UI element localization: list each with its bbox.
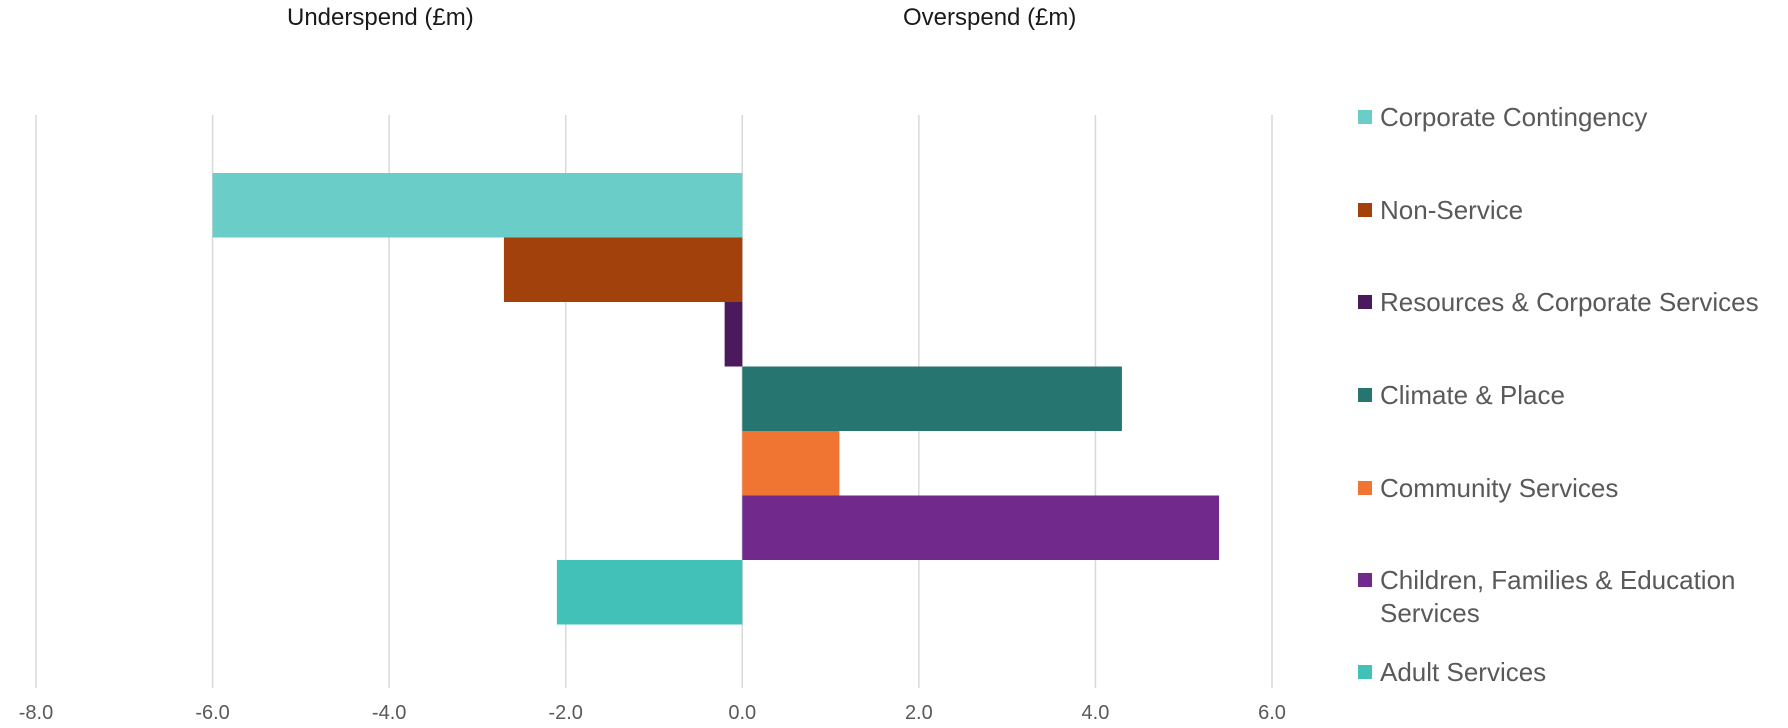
x-tick-label: -8.0 [19,702,53,724]
legend-swatch [1358,665,1372,679]
bar [724,302,743,367]
x-tick-label: 2.0 [905,702,933,724]
legend-item: Non-Service [1358,194,1785,227]
x-tick-label: -2.0 [548,702,582,724]
legend-swatch [1358,203,1372,217]
x-tick-label: 0.0 [728,702,756,724]
bar [742,495,1220,560]
legend-item: Resources & Corporate Services [1358,286,1785,319]
bar [212,173,743,238]
legend-label: Climate & Place [1380,380,1565,410]
legend: Corporate Contingency Non-Service Resource… [1358,0,1788,728]
bar [556,560,743,625]
overspend-header: Overspend (£m) [903,4,1077,31]
x-axis-ticks: -8.0 -6.0 -4.0 -2.0 0.0 2.0 4.0 6.0 [19,702,1286,724]
x-tick-label: -4.0 [372,702,406,724]
legend-label: Corporate Contingency [1380,102,1648,132]
x-tick-label: 4.0 [1082,702,1110,724]
legend-label: Community Services [1380,473,1619,503]
x-tick-label: -6.0 [195,702,229,724]
bar [503,237,743,302]
legend-swatch [1358,573,1372,587]
legend-item: Corporate Contingency [1358,101,1785,134]
bar-chart: -8.0 -6.0 -4.0 -2.0 0.0 2.0 4.0 6.0 [19,115,1286,724]
legend-item: Children, Families & Education Services [1358,564,1785,630]
bar [742,431,840,496]
bars [212,173,1220,625]
legend-item: Climate & Place [1358,379,1785,412]
legend-label: Resources & Corporate Services [1380,287,1759,317]
legend-item: Community Services [1358,472,1785,505]
legend-label: Non-Service [1380,195,1524,225]
underspend-header: Underspend (£m) [287,4,474,31]
legend-swatch [1358,295,1372,309]
legend-swatch [1358,481,1372,495]
legend-label: Adult Services [1380,657,1547,687]
legend-item: Adult Services [1358,656,1785,689]
legend-label: Children, Families & Education Services [1380,565,1736,628]
bar [742,366,1122,431]
legend-swatch [1358,110,1372,124]
x-tick-label: 6.0 [1258,702,1286,724]
legend-swatch [1358,388,1372,402]
